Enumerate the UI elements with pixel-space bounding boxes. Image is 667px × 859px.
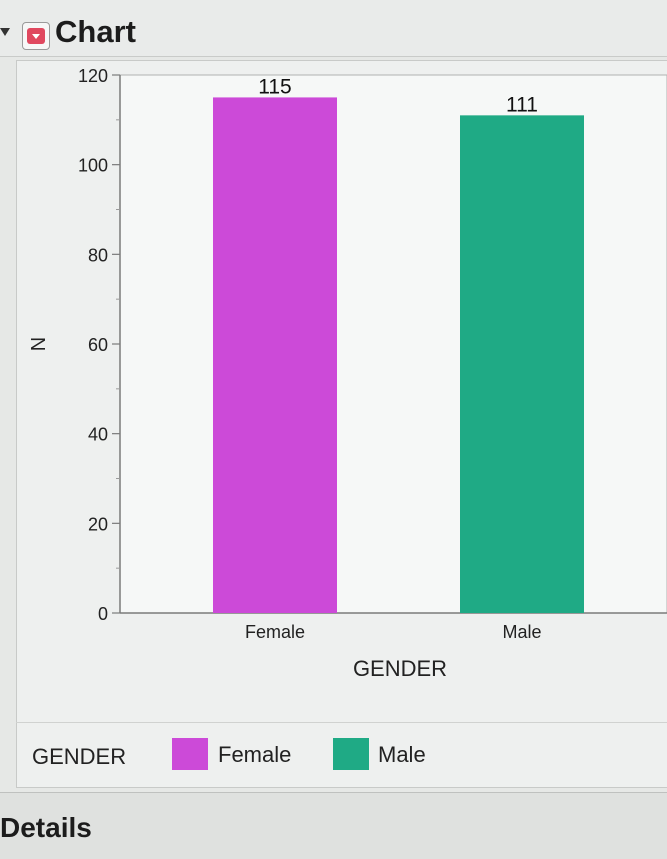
legend-swatch-female	[172, 738, 208, 770]
disclosure-triangle-icon[interactable]	[0, 28, 10, 36]
plot-frame	[119, 74, 667, 614]
x-tick-label-female: Female	[245, 622, 305, 642]
x-axis-title: GENDER	[353, 656, 447, 681]
details-title: Details	[0, 812, 92, 843]
y-tick-label: 0	[98, 604, 108, 624]
legend-title: GENDER	[32, 744, 127, 769]
legend-swatch-male	[333, 738, 369, 770]
x-tick-label-male: Male	[502, 622, 541, 642]
legend-label-male: Male	[378, 742, 426, 767]
y-axis-title: N	[28, 337, 50, 351]
data-label-male: 111	[506, 93, 538, 116]
red-triangle-menu-button[interactable]	[22, 22, 50, 50]
y-tick-label: 120	[78, 66, 108, 86]
y-tick-label: 100	[78, 156, 108, 176]
details-outline-header[interactable]	[0, 792, 667, 859]
red-triangle-icon	[27, 28, 45, 44]
bar-female[interactable]	[213, 97, 337, 613]
bar-male[interactable]	[460, 115, 584, 613]
bar-chart: 0 20 40 60 80 100 120 115 Female 111 Male N GENDE…	[28, 66, 667, 681]
legend-divider	[16, 722, 667, 723]
y-tick-label: 80	[88, 245, 108, 265]
chart-outline-header: Chart	[0, 0, 667, 57]
y-tick-label: 40	[88, 425, 108, 445]
y-tick-label: 60	[88, 335, 108, 355]
y-tick-label: 20	[88, 514, 108, 534]
legend-label-female: Female	[218, 742, 292, 767]
section-title: Chart	[55, 14, 136, 49]
data-label-female: 115	[258, 75, 291, 98]
